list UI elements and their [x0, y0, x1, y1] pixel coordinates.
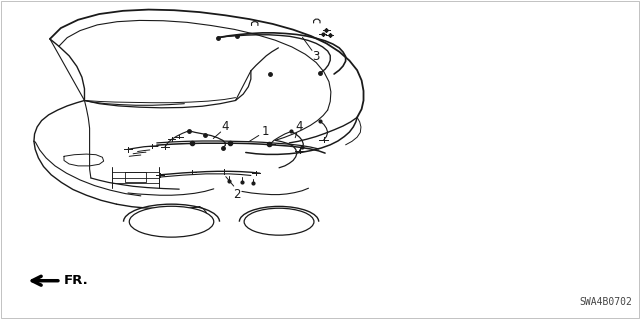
- Ellipse shape: [244, 208, 314, 235]
- Text: 3: 3: [312, 50, 320, 63]
- Ellipse shape: [129, 206, 214, 237]
- Text: 4: 4: [221, 120, 229, 133]
- Text: SWA4B0702: SWA4B0702: [579, 297, 632, 307]
- Text: 4: 4: [296, 120, 303, 133]
- Text: 2: 2: [233, 188, 241, 201]
- Text: 1: 1: [262, 125, 269, 138]
- Text: FR.: FR.: [64, 274, 88, 287]
